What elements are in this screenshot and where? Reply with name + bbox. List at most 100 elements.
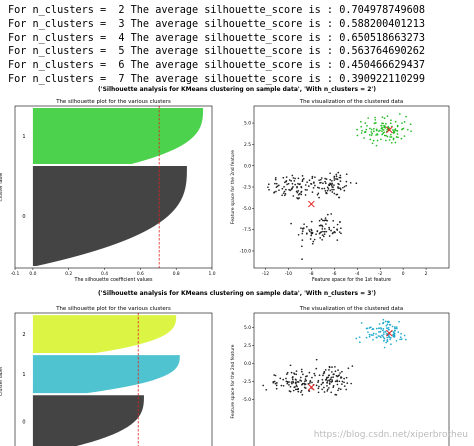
scatter-k2-point xyxy=(291,182,294,185)
scatter-k3-point xyxy=(383,337,386,340)
scatter-k3-point xyxy=(285,380,288,383)
scatter-k2-point xyxy=(300,227,302,229)
scatter-k3-point xyxy=(322,374,324,377)
scatter-k2-point xyxy=(409,123,412,126)
scatter-k2-point xyxy=(318,179,321,182)
scatter-k2-point xyxy=(290,222,292,225)
silhouette-k2-xtick-label: 0.2 xyxy=(65,271,72,277)
scatter-k3-point xyxy=(275,387,278,390)
scatter-k3-point xyxy=(273,374,275,376)
silhouette-k2-bar-cluster-1 xyxy=(32,108,204,164)
silhouette-k2-xtick-label: 0.8 xyxy=(173,271,180,277)
scatter-k2-point xyxy=(282,176,285,179)
scatter-k3-point xyxy=(289,385,292,388)
scatter-k2-point xyxy=(328,184,331,187)
scatter-k2-point xyxy=(376,139,379,142)
scatter-k2-cluster-center xyxy=(307,200,315,208)
scatter-k2-point xyxy=(364,122,367,124)
scatter-k2-point xyxy=(318,196,320,199)
scatter-k3-point xyxy=(323,386,325,389)
scatter-k2-point xyxy=(301,175,304,177)
scatter-k2-point xyxy=(301,245,303,248)
silhouette-k3-ylabel: Cluster label xyxy=(0,367,4,396)
scatter-k2-xtick-label: -12 xyxy=(262,271,269,277)
scatter-k2-point xyxy=(322,235,325,238)
scatter-k3-point xyxy=(309,382,311,384)
silhouette-k2-bar-cluster-0 xyxy=(32,166,187,266)
scatter-k2-point xyxy=(310,228,313,231)
scatter-k3-point xyxy=(378,323,381,325)
scatter-k2-point xyxy=(394,120,397,123)
scatter-k2-point xyxy=(339,174,342,177)
scatter-k3-point xyxy=(365,336,368,339)
scatter-k2-point xyxy=(356,128,358,131)
scatter-k3-point xyxy=(370,326,372,329)
scatter-k3-point xyxy=(293,373,296,375)
scatter-k3-point xyxy=(389,336,392,339)
scatter-k3-point xyxy=(379,331,382,333)
scatter-k3-point xyxy=(328,379,330,382)
scatter-k2-point xyxy=(321,219,324,222)
scatter-k3-point xyxy=(382,318,385,321)
silhouette-k3-cluster-label: 2 xyxy=(22,332,25,338)
scatter-k3-point xyxy=(395,327,398,330)
scatter-k2-point xyxy=(304,188,307,191)
scatter-k2-xtick-label: 2 xyxy=(425,271,428,277)
scatter-k2-point xyxy=(396,129,399,132)
scatter-k2-point xyxy=(333,179,336,181)
scatter-k2-xtick-label: -2 xyxy=(378,271,383,277)
silhouette-k3-bar-cluster-2 xyxy=(32,315,177,354)
scatter-k3-point xyxy=(273,380,276,383)
scatter-k2-point xyxy=(281,194,283,197)
scatter-k3-point xyxy=(343,385,346,387)
log-line: For n_clusters = 2 The average silhouett… xyxy=(8,5,426,16)
scatter-k3-point xyxy=(295,373,298,376)
scatter-k2-point xyxy=(276,185,279,188)
scatter-k2-point xyxy=(385,134,387,137)
scatter-k2-point xyxy=(339,180,342,182)
scatter-k2-point xyxy=(336,178,339,181)
scatter-k2-point xyxy=(336,193,339,196)
scatter-k2-point xyxy=(383,134,386,137)
scatter-k2-point xyxy=(325,230,328,233)
scatter-k2-point xyxy=(367,117,370,119)
scatter-k2-point xyxy=(380,124,383,127)
scatter-k2-point xyxy=(327,188,330,190)
scatter-k3-point xyxy=(382,322,384,325)
scatter-k3-point xyxy=(384,331,387,333)
scatter-k3-point xyxy=(301,382,304,385)
silhouette-k2-xtick-label: 0.4 xyxy=(101,271,108,277)
scatter-k2-ytick-label: -10.0 xyxy=(240,249,252,255)
scatter-k2-cluster-center xyxy=(385,126,393,134)
scatter-k2-point xyxy=(268,188,270,191)
scatter-k2-point xyxy=(361,129,363,132)
scatter-k3-point xyxy=(332,376,334,378)
scatter-k2-point xyxy=(324,219,327,221)
scatter-k3-point xyxy=(303,382,306,385)
scatter-k3-point xyxy=(304,378,307,380)
scatter-k2-point xyxy=(322,182,324,185)
scatter-k2-point xyxy=(297,193,300,196)
scatter-k2-point xyxy=(345,180,348,183)
scatter-k3-point xyxy=(380,328,383,330)
scatter-k2-point xyxy=(391,125,393,128)
scatter-k3-point xyxy=(346,382,349,384)
scatter-k2-point xyxy=(368,133,371,136)
scatter-k2-point xyxy=(294,183,297,186)
scatter-k2-point xyxy=(310,231,313,234)
scatter-k3-point xyxy=(339,372,341,374)
scatter-k3-point xyxy=(326,390,329,392)
scatter-k3-point xyxy=(367,331,369,333)
scatter-k3-point xyxy=(314,374,316,377)
scatter-k3-point xyxy=(294,378,297,381)
scatter-k2-point xyxy=(281,187,284,190)
scatter-k2-point xyxy=(360,125,363,128)
scatter-k3-point xyxy=(345,388,348,391)
silhouette-k3-cluster-label: 0 xyxy=(22,420,25,426)
scatter-k3-point xyxy=(301,393,304,396)
scatter-k3-point xyxy=(320,383,323,386)
scatter-k2-point xyxy=(329,172,331,175)
scatter-k2-point xyxy=(372,139,375,142)
scatter-k3-point xyxy=(381,335,384,337)
scatter-k2-point xyxy=(331,182,333,185)
